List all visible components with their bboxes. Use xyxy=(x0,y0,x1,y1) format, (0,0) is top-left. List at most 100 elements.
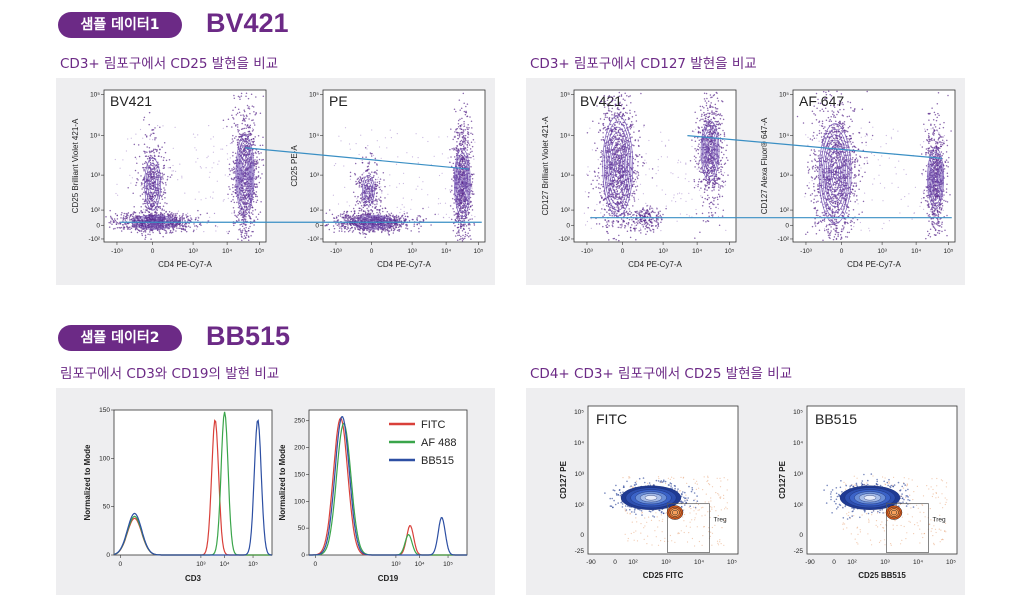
y-tick-label: 10⁴ xyxy=(309,133,319,140)
x-axis-label: CD4 PE-Cy7-A xyxy=(158,260,212,269)
y-tick-label: 10² xyxy=(91,207,101,214)
cd3-histogram: 0 50 100 150 0 10³ 10⁴ 10⁵ CD3 Normalized to Mode xyxy=(83,407,273,583)
y-tick-label: 10³ xyxy=(780,172,790,179)
x-tick-label: 0 xyxy=(832,559,836,566)
x-tick-label: 10⁵ xyxy=(944,248,954,255)
x-axis-label: CD25 FITC xyxy=(643,571,684,580)
af647-cd127-flow-plot: -10³ 0 10³ 10⁴ 10⁵ 10⁵ 10⁴ 10³ 10² 0 -10² CD4 PE-Cy… xyxy=(760,89,956,269)
legend-label: FITC xyxy=(421,419,445,431)
y-tick-label: 10² xyxy=(575,502,585,509)
pe-cd25-flow-plot: -10³ 0 10³ 10⁴ 10⁵ 10⁵ 10⁴ 10³ 10² 0 -10² CD4 PE-Cy… xyxy=(290,89,486,269)
x-tick-label: 0 xyxy=(119,561,123,568)
plot-frame xyxy=(806,405,958,555)
x-tick-label: 10⁴ xyxy=(220,561,230,568)
y-tick-label: 10³ xyxy=(575,471,585,478)
x-tick-label: 10⁴ xyxy=(441,248,451,255)
y-tick-label: 0 xyxy=(301,552,305,559)
y-tick-label: 10⁵ xyxy=(574,409,584,416)
sample1-comparison-lines xyxy=(120,135,952,223)
y-tick-label: -10² xyxy=(88,236,100,243)
treg-gate xyxy=(667,503,710,553)
y-tick-label: -25 xyxy=(575,548,585,555)
x-tick-label: -10³ xyxy=(581,248,593,255)
y-tick-label: 0 xyxy=(315,222,319,229)
x-tick-label: 0 xyxy=(151,248,155,255)
x-tick-label: 10⁴ xyxy=(911,248,921,255)
x-tick-label: 10² xyxy=(847,559,857,566)
y-tick-label: 200 xyxy=(294,445,305,452)
contour-lines xyxy=(927,147,944,209)
sample2-badge: 샘플 데이터2 xyxy=(58,325,182,351)
sample2-reagent-title: BB515 xyxy=(206,321,291,351)
histogram-frame xyxy=(113,409,273,556)
x-tick-label: 10³ xyxy=(391,561,401,568)
x-tick-label: -10³ xyxy=(111,248,123,255)
contour-lines xyxy=(602,115,634,217)
x-tick-label: 10⁵ xyxy=(946,559,956,566)
plot-label: BB515 xyxy=(815,411,857,427)
x-tick-label: 10⁵ xyxy=(443,561,453,568)
y-tick-label: 10³ xyxy=(91,172,101,179)
y-tick-label: 100 xyxy=(294,498,305,505)
sample2-left-subtitle: 림포구에서 CD3와 CD19의 발현 비교 xyxy=(60,366,280,382)
x-axis-label: CD4 PE-Cy7-A xyxy=(628,260,682,269)
contour-lines xyxy=(362,174,375,206)
y-tick-label: 10⁴ xyxy=(560,133,570,140)
treg-contour xyxy=(889,508,899,517)
plot-label: AF 647 xyxy=(799,93,844,109)
x-tick-label: 10³ xyxy=(188,248,198,255)
y-tick-label: 10³ xyxy=(310,172,320,179)
x-tick-label: -90 xyxy=(805,559,815,566)
x-tick-label: 0 xyxy=(621,248,625,255)
y-tick-label: 10³ xyxy=(794,471,804,478)
x-tick-label: 10³ xyxy=(880,559,890,566)
plot-label: FITC xyxy=(596,411,627,427)
population-dots xyxy=(622,205,667,236)
x-tick-label: 0 xyxy=(840,248,844,255)
y-tick-label: 0 xyxy=(96,222,100,229)
population-dots xyxy=(689,91,729,239)
y-tick-label: 10⁴ xyxy=(90,133,100,140)
x-tick-label: 10⁴ xyxy=(415,561,425,568)
treg-gate-label: Treg xyxy=(714,517,728,524)
y-tick-label: 10³ xyxy=(561,172,571,179)
y-tick-label: 150 xyxy=(99,407,110,414)
x-tick-label: 10³ xyxy=(661,559,671,566)
y-tick-label: 10⁵ xyxy=(779,92,789,99)
y-tick-label: 0 xyxy=(799,532,803,539)
y-axis-label: CD127 Brilliant Violet 421-A xyxy=(541,116,550,216)
y-tick-label: 0 xyxy=(785,222,789,229)
y-tick-label: 10⁵ xyxy=(90,92,100,99)
x-tick-label: -10³ xyxy=(800,248,812,255)
x-tick-label: 10⁴ xyxy=(913,559,923,566)
contour-lines xyxy=(144,157,161,211)
population-dots xyxy=(796,90,874,242)
y-tick-label: 0 xyxy=(580,532,584,539)
sample1-left-subtitle: CD3+ 림포구에서 CD25 발현을 비교 xyxy=(60,56,279,72)
x-tick-label: 10³ xyxy=(877,248,887,255)
x-tick-label: 10⁵ xyxy=(248,561,258,568)
bv421-cd127-flow-plot: -10³ 0 10³ 10⁴ 10⁵ 10⁵ 10⁴ 10³ 10² 0 -10² CD4 PE-Cy… xyxy=(541,89,737,269)
y-tick-label: 10⁴ xyxy=(574,440,584,447)
y-tick-label: -10² xyxy=(558,236,570,243)
histogram-frame xyxy=(308,409,468,556)
x-tick-label: 10⁴ xyxy=(222,248,232,255)
series-line-bb515 xyxy=(113,419,273,556)
x-tick-label: -10³ xyxy=(330,248,342,255)
plot-frame xyxy=(587,405,739,555)
y-tick-label: -10² xyxy=(777,236,789,243)
y-tick-label: 0 xyxy=(566,222,570,229)
series-line-bb515 xyxy=(309,416,467,556)
x-tick-label: 10⁵ xyxy=(725,248,735,255)
y-tick-label: 10² xyxy=(561,207,571,214)
x-tick-label: 10⁴ xyxy=(692,248,702,255)
y-axis-label: CD127 PE xyxy=(778,460,787,498)
y-tick-label: 10² xyxy=(780,207,790,214)
contour-lines xyxy=(235,134,255,216)
x-tick-label: 10⁵ xyxy=(255,248,265,255)
y-tick-label: 10⁴ xyxy=(793,440,803,447)
comparison-line xyxy=(244,147,469,170)
bv421-cd25-flow-plot: -10³ 0 10³ 10⁴ 10⁵ 10⁵ 10⁴ 10³ 10² 0 -10² CD4 PE-Cy… xyxy=(71,89,267,269)
legend-label: BB515 xyxy=(421,455,454,467)
y-tick-label: -25 xyxy=(794,548,804,555)
